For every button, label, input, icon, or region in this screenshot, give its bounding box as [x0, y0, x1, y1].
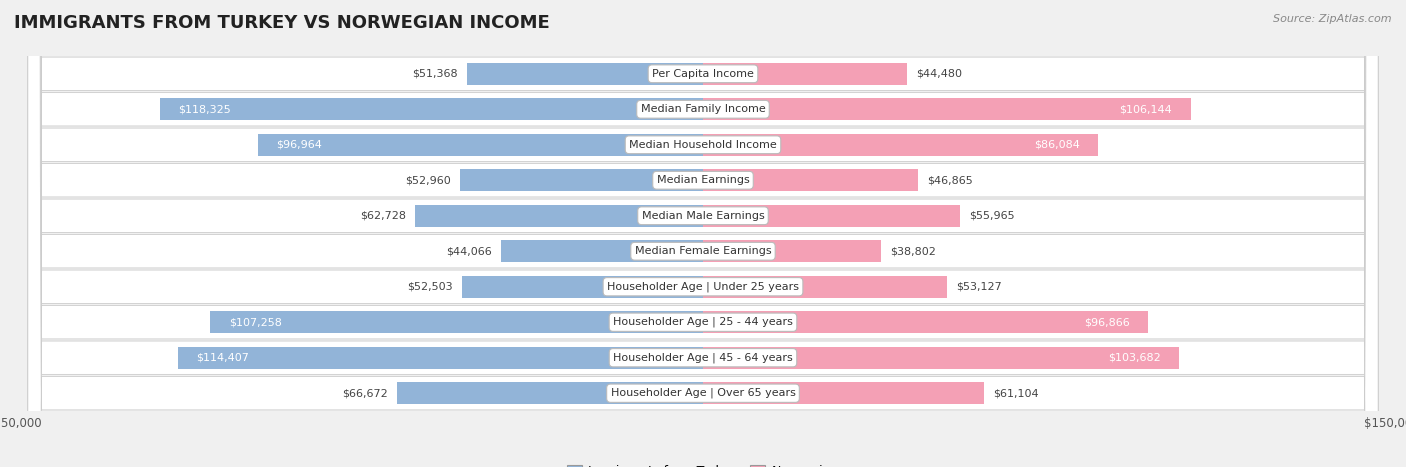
Text: $66,672: $66,672 [342, 388, 388, 398]
Bar [501, 240, 703, 262]
FancyBboxPatch shape [28, 0, 1378, 467]
FancyBboxPatch shape [28, 0, 1378, 467]
Text: $86,084: $86,084 [1035, 140, 1080, 150]
Bar [461, 276, 703, 298]
Bar [396, 382, 703, 404]
Text: $53,127: $53,127 [956, 282, 1002, 292]
FancyBboxPatch shape [28, 0, 1378, 467]
Text: Median Family Income: Median Family Income [641, 104, 765, 114]
Text: $52,960: $52,960 [405, 175, 450, 185]
Bar [159, 98, 703, 120]
Text: $103,682: $103,682 [1108, 353, 1161, 363]
Bar [703, 205, 960, 227]
Text: $96,964: $96,964 [276, 140, 322, 150]
FancyBboxPatch shape [28, 0, 1378, 467]
FancyBboxPatch shape [28, 0, 1378, 467]
FancyBboxPatch shape [28, 0, 1378, 467]
Text: $96,866: $96,866 [1084, 317, 1129, 327]
Text: $55,965: $55,965 [969, 211, 1015, 221]
Bar [703, 240, 882, 262]
Text: Per Capita Income: Per Capita Income [652, 69, 754, 79]
Bar [703, 347, 1180, 369]
Bar [703, 169, 918, 191]
Text: $106,144: $106,144 [1119, 104, 1173, 114]
Text: $52,503: $52,503 [408, 282, 453, 292]
Bar [257, 134, 703, 156]
Bar [177, 347, 703, 369]
Bar [703, 98, 1191, 120]
Text: Source: ZipAtlas.com: Source: ZipAtlas.com [1274, 14, 1392, 24]
Text: $44,066: $44,066 [446, 246, 492, 256]
Text: Householder Age | 45 - 64 years: Householder Age | 45 - 64 years [613, 353, 793, 363]
FancyBboxPatch shape [28, 0, 1378, 467]
Text: $44,480: $44,480 [917, 69, 963, 79]
Text: Median Female Earnings: Median Female Earnings [634, 246, 772, 256]
FancyBboxPatch shape [28, 0, 1378, 467]
Bar [415, 205, 703, 227]
Text: $46,865: $46,865 [928, 175, 973, 185]
Bar [460, 169, 703, 191]
Bar [703, 276, 948, 298]
Text: Householder Age | 25 - 44 years: Householder Age | 25 - 44 years [613, 317, 793, 327]
Bar [211, 311, 703, 333]
Text: Median Earnings: Median Earnings [657, 175, 749, 185]
Text: $107,258: $107,258 [229, 317, 281, 327]
Bar [703, 382, 984, 404]
Bar [703, 63, 907, 85]
Text: $114,407: $114,407 [195, 353, 249, 363]
Text: $118,325: $118,325 [179, 104, 231, 114]
Bar [467, 63, 703, 85]
Text: Householder Age | Over 65 years: Householder Age | Over 65 years [610, 388, 796, 398]
FancyBboxPatch shape [28, 0, 1378, 467]
Text: IMMIGRANTS FROM TURKEY VS NORWEGIAN INCOME: IMMIGRANTS FROM TURKEY VS NORWEGIAN INCO… [14, 14, 550, 32]
Bar [703, 134, 1098, 156]
Text: $62,728: $62,728 [360, 211, 406, 221]
Text: Median Household Income: Median Household Income [628, 140, 778, 150]
Text: Median Male Earnings: Median Male Earnings [641, 211, 765, 221]
Text: Householder Age | Under 25 years: Householder Age | Under 25 years [607, 282, 799, 292]
Text: $51,368: $51,368 [412, 69, 458, 79]
Legend: Immigrants from Turkey, Norwegian: Immigrants from Turkey, Norwegian [562, 460, 844, 467]
Text: $61,104: $61,104 [993, 388, 1039, 398]
Bar [703, 311, 1147, 333]
Text: $38,802: $38,802 [890, 246, 936, 256]
FancyBboxPatch shape [28, 0, 1378, 467]
